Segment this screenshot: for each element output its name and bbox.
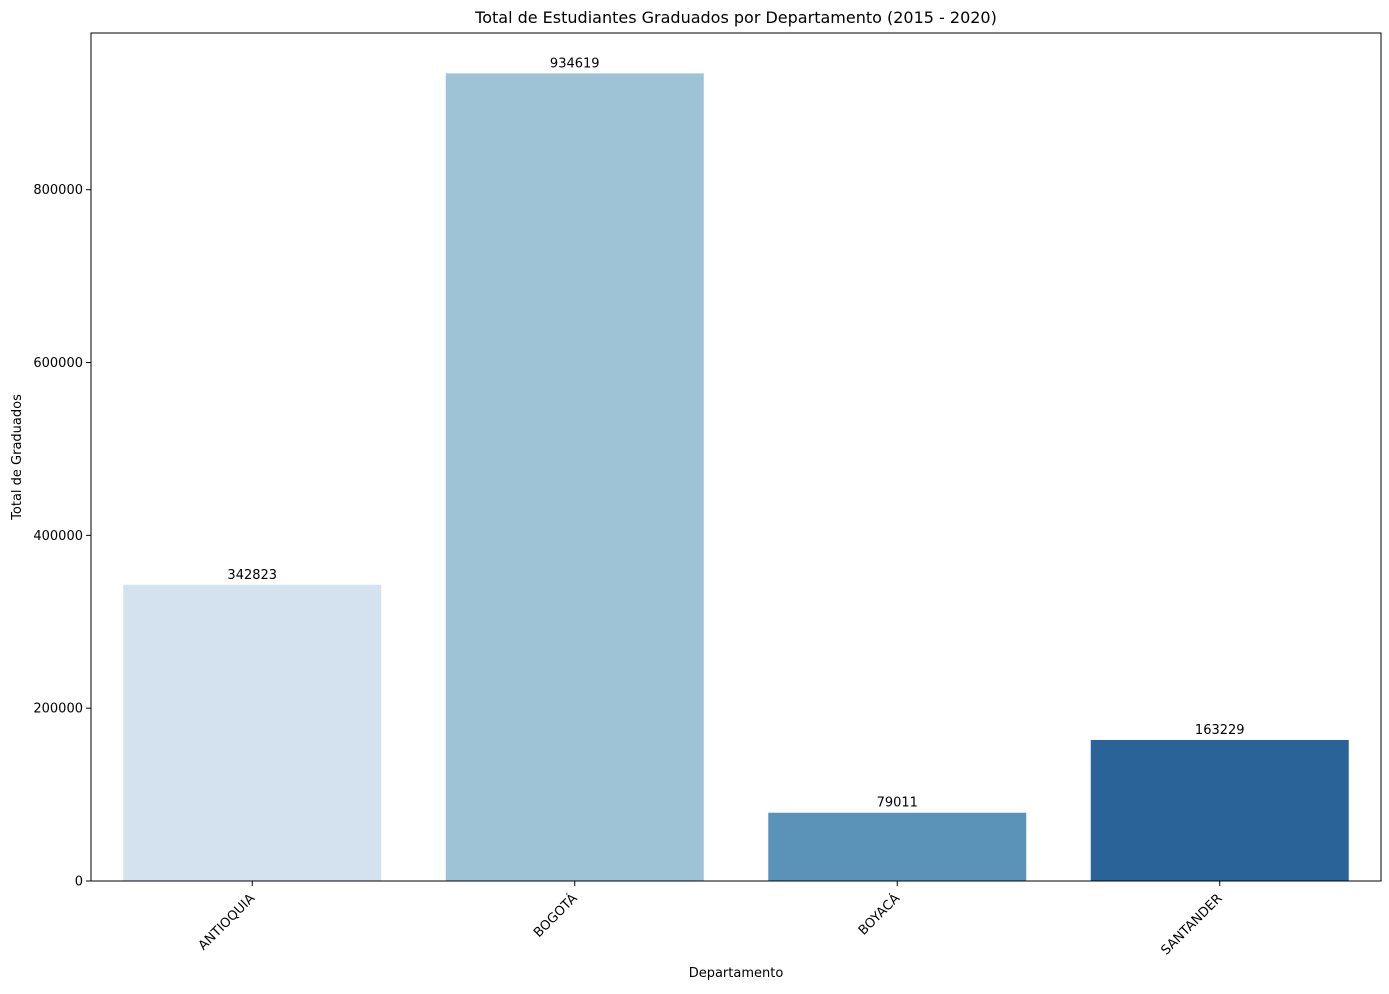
y-axis-title: Total de Graduados — [10, 394, 25, 521]
data-label: 163229 — [1195, 723, 1245, 738]
data-label: 934619 — [550, 56, 600, 71]
plot-area: 342823 ANTIOQUIA 934619 BOGOTÁ 79011 BOYACÁ 16… — [33, 32, 1382, 958]
x-tick-label: ANTIOQUIA — [196, 891, 258, 953]
y-tick-label: 0 — [75, 875, 83, 890]
y-tick-label: 400000 — [33, 529, 83, 544]
x-axis-title: Departamento — [689, 966, 784, 981]
y-tick-label: 200000 — [33, 702, 83, 717]
bar-santander — [1090, 739, 1349, 881]
x-tick-label: BOYACÁ — [855, 890, 903, 938]
x-tick-label: BOGOTÁ — [530, 890, 580, 940]
y-tick-label: 800000 — [33, 183, 83, 198]
bar-antioquia — [123, 584, 382, 881]
y-tick-label: 600000 — [33, 356, 83, 371]
data-label: 79011 — [877, 796, 918, 811]
data-label: 342823 — [227, 568, 277, 583]
x-tick-label: SANTANDER — [1158, 891, 1225, 958]
bar-bogotá — [445, 73, 704, 882]
chart-title: Total de Estudiantes Graduados por Depar… — [474, 8, 997, 27]
bar-boyacá — [768, 812, 1027, 881]
plot-frame — [90, 32, 1382, 882]
